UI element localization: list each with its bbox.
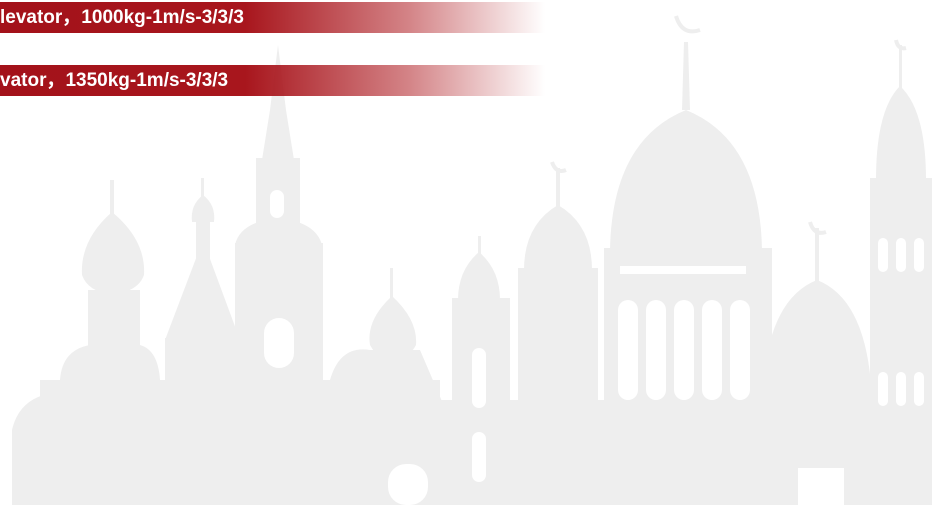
banner-text: levator，1000kg-1m/s-3/3/3 [0, 7, 244, 28]
page: levator，1000kg-1m/s-3/3/3 vator，1350kg-1… [0, 0, 932, 505]
banner: vator，1350kg-1m/s-3/3/3 [0, 65, 545, 96]
banner-text: vator，1350kg-1m/s-3/3/3 [0, 70, 228, 91]
banner: levator，1000kg-1m/s-3/3/3 [0, 2, 545, 33]
